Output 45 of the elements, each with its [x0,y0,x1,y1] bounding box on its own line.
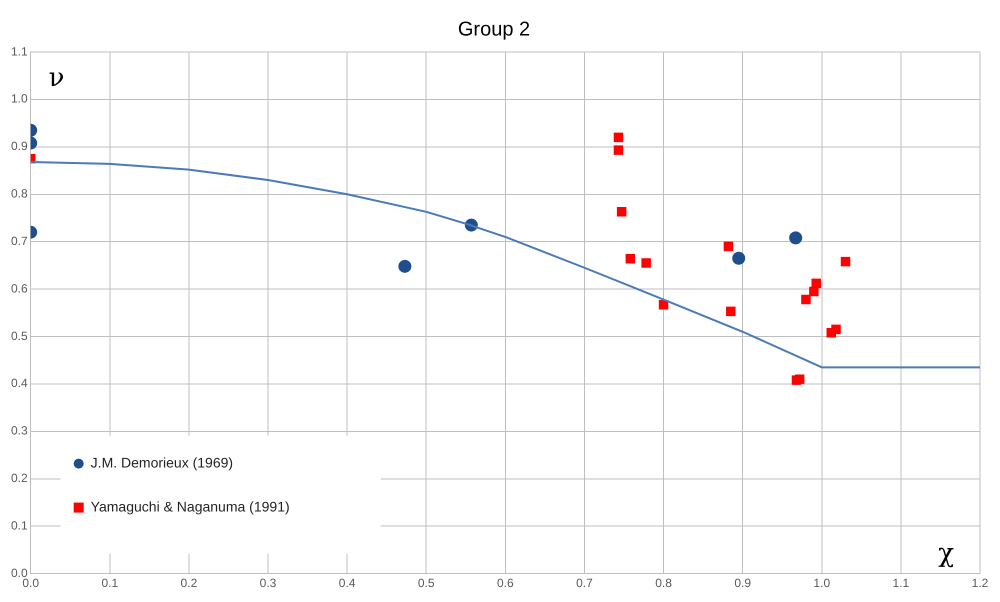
y-tick-label: 0.1 [10,518,28,532]
y-tick-label: 1.1 [10,44,28,58]
x-tick-label: 1.2 [972,576,989,590]
point [794,374,804,384]
y-tick-label: 0.7 [10,234,28,248]
y-tick-label: 0.2 [10,471,28,486]
point [789,231,802,244]
legend-label: J.M. Demorieux (1969) [90,454,234,470]
point [809,286,819,296]
x-axis-title: χ [938,538,954,568]
point [398,260,412,273]
x-tick-label: 1.1 [892,576,910,590]
point [831,324,841,334]
point [812,278,821,288]
point [658,300,668,310]
y-tick-label: 1.0 [10,92,28,106]
x-tick-label: 0.9 [734,576,752,590]
y-tick-label: 0.4 [10,376,28,390]
y-tick-label: 0.3 [10,424,28,438]
point [616,207,626,217]
chart-title: Group 2 [458,18,530,41]
point [614,132,624,142]
point [641,258,651,268]
point [626,254,636,264]
x-tick-label: 0.2 [180,576,198,590]
x-tick-label: 0.7 [576,576,594,590]
x-tick-label: 0.4 [338,576,356,590]
y-tick-label: 0.8 [10,186,28,201]
y-tick-label: 0.6 [10,281,28,296]
x-tick-label: 0.6 [496,576,514,590]
point [726,306,736,316]
y-axis-title: ν [48,62,64,93]
point [724,242,734,252]
y-tick-label: 0.5 [10,328,28,343]
point [614,145,624,155]
x-tick-label: 0.5 [418,576,435,590]
point [840,256,850,266]
legend-label: Yamaguchi & Naganuma (1991) [90,498,290,514]
x-tick-label: 0.1 [101,576,118,590]
point [732,252,746,265]
x-tick-label: 1.0 [813,576,830,590]
x-tick-label: 0.3 [260,576,277,590]
y-tick-label: 0.9 [10,139,28,154]
x-tick-label: 0.8 [655,576,672,590]
point [801,294,811,304]
